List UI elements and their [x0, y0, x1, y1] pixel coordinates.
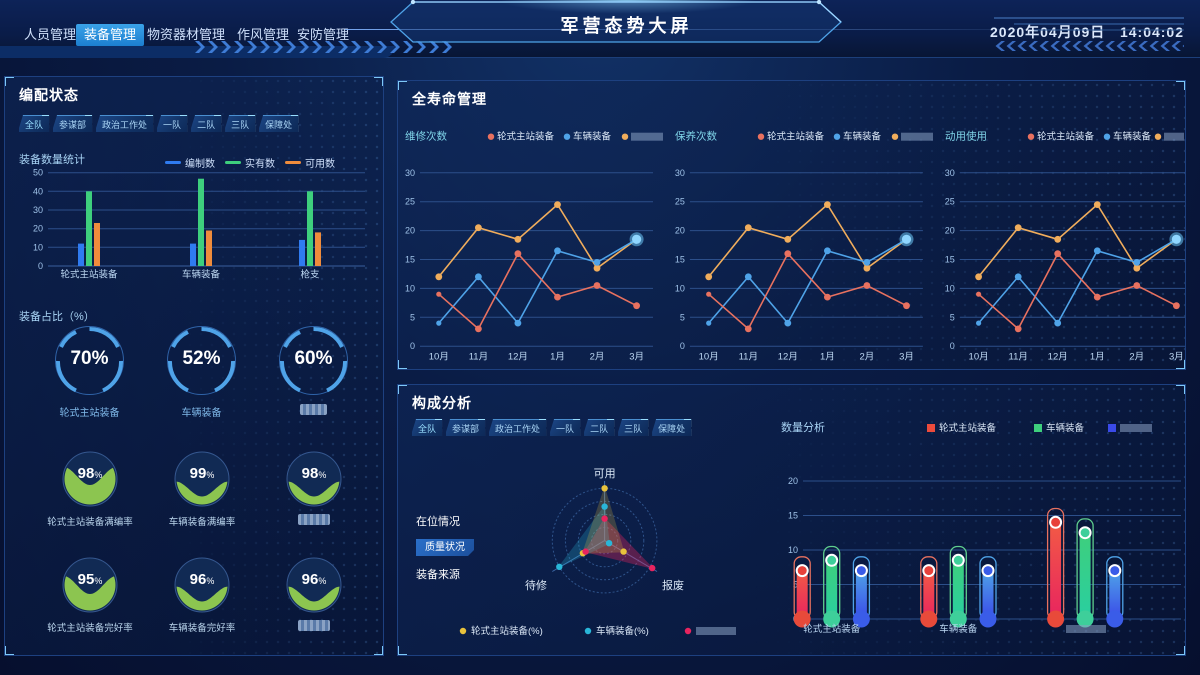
svg-text:40: 40	[33, 186, 43, 196]
svg-text:轮式主站装备: 轮式主站装备	[939, 422, 997, 434]
svg-text:车辆装备: 车辆装备	[182, 269, 221, 281]
svg-text:轮式主站装备: 轮式主站装备	[60, 269, 118, 281]
svg-text:车辆装备: 车辆装备	[1113, 131, 1152, 143]
svg-text:50: 50	[33, 168, 43, 178]
svg-text:报废: 报废	[662, 578, 684, 592]
svg-text:车辆装备: 车辆装备	[573, 131, 612, 143]
svg-text:轮式主站装备: 轮式主站装备	[767, 131, 825, 143]
svg-text:车辆装备: 车辆装备	[843, 131, 882, 143]
svg-text:车辆装备(%): 车辆装备(%)	[596, 625, 649, 637]
svg-text:轮式主站装备(%): 轮式主站装备(%)	[471, 625, 543, 637]
svg-text:动用使用: 动用使用	[945, 130, 987, 143]
svg-text:待修: 待修	[525, 578, 547, 592]
svg-text:枪支: 枪支	[300, 269, 320, 281]
svg-text:10: 10	[33, 242, 43, 252]
svg-text:30: 30	[33, 205, 43, 215]
svg-text:轮式主站装备: 轮式主站装备	[1037, 131, 1095, 143]
svg-text:维修次数: 维修次数	[405, 130, 447, 143]
svg-text:可用: 可用	[594, 468, 616, 480]
svg-text:10: 10	[788, 545, 798, 555]
svg-text:车辆装备: 车辆装备	[1046, 422, 1085, 434]
svg-text:保养次数: 保养次数	[675, 130, 717, 143]
svg-text:20: 20	[33, 224, 43, 234]
svg-text:车辆装备: 车辆装备	[939, 623, 978, 635]
svg-text:0: 0	[38, 261, 43, 271]
svg-text:15: 15	[788, 511, 798, 521]
svg-text:轮式主站装备: 轮式主站装备	[803, 623, 861, 635]
svg-text:轮式主站装备: 轮式主站装备	[497, 131, 555, 143]
svg-text:20: 20	[788, 476, 798, 486]
